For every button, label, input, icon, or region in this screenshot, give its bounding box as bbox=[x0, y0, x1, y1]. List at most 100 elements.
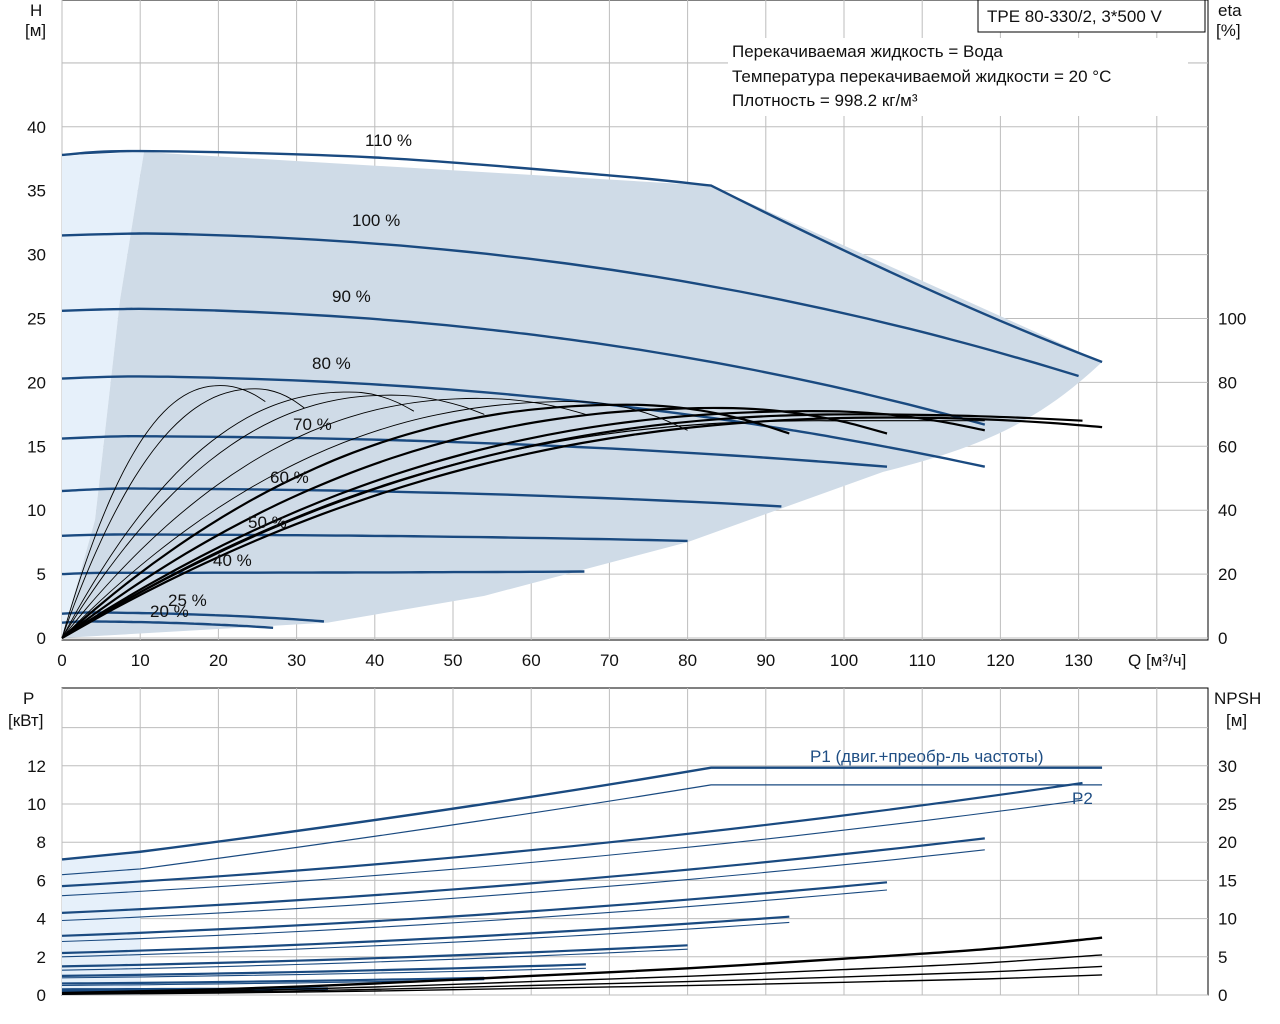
power-area bbox=[62, 851, 141, 995]
q-tick-label: 110 bbox=[909, 651, 936, 670]
p1-curve bbox=[61, 915, 790, 955]
efficiency-curve bbox=[61, 413, 1083, 639]
lower-panel: 0 2 4 6 8 10 12 0 5 10 15 20 25 30 P [кВт] NPSH [м] P… bbox=[8, 687, 1261, 1005]
efficiency-curve bbox=[61, 394, 485, 639]
lower-grid bbox=[61, 688, 1208, 996]
efficiency-curve bbox=[61, 401, 688, 639]
speed-curve-90 bbox=[61, 307, 986, 426]
speed-curve-leadin bbox=[61, 307, 133, 312]
info-line-temperature: Температура перекачиваемой жидкости = 20… bbox=[732, 67, 1111, 86]
npsh-tick-label: 15 bbox=[1218, 871, 1237, 890]
speed-curve-leadin bbox=[61, 375, 125, 380]
p2-curve bbox=[61, 849, 985, 922]
eta-tick-label: 60 bbox=[1218, 437, 1237, 456]
p1-curve bbox=[61, 837, 985, 914]
efficiency-curve bbox=[61, 406, 888, 639]
speed-curve-110 bbox=[61, 149, 1103, 364]
speed-curve-20 bbox=[61, 620, 274, 629]
low-flow-power-region bbox=[62, 851, 141, 995]
speed-label: 20 % bbox=[150, 602, 189, 621]
p-axis-label: P bbox=[23, 689, 34, 708]
p-tick-label: 2 bbox=[37, 948, 46, 967]
h-tick-label: 40 bbox=[27, 118, 46, 137]
npsh-curve bbox=[61, 954, 1103, 995]
efficiency-curve bbox=[61, 388, 305, 639]
q-axis-label: Q [м³/ч] bbox=[1128, 651, 1186, 670]
q-tick-label: 120 bbox=[986, 651, 1014, 670]
efficiency-curve bbox=[61, 410, 986, 639]
h-tick-label: 0 bbox=[37, 629, 46, 648]
speed-label: 110 % bbox=[365, 131, 412, 150]
npsh-curve bbox=[61, 974, 1103, 995]
p-tick-label: 10 bbox=[27, 795, 46, 814]
q-tick-label: 90 bbox=[756, 651, 775, 670]
speed-curve-leadin bbox=[61, 232, 141, 236]
upper-panel: 0 10 20 30 40 50 60 70 80 90 100 110 120 130 0 5 10 15 20 2… bbox=[25, 0, 1246, 670]
eta-axis-unit: [%] bbox=[1216, 21, 1241, 40]
q-tick-label: 80 bbox=[678, 651, 697, 670]
h-tick-label: 20 bbox=[27, 373, 46, 392]
q-tick-label: 40 bbox=[365, 651, 384, 670]
speed-curve-leadin bbox=[61, 572, 94, 575]
q-tick-label: 50 bbox=[444, 651, 463, 670]
p2-curve bbox=[61, 948, 688, 971]
p-tick-label: 4 bbox=[37, 910, 46, 929]
efficiency-curve bbox=[61, 416, 1103, 639]
p-tick-label: 12 bbox=[27, 757, 46, 776]
speed-curve-100 bbox=[61, 232, 1079, 378]
npsh-tick-label: 0 bbox=[1218, 986, 1227, 1005]
npsh-tick-label: 20 bbox=[1218, 833, 1237, 852]
npsh-curve bbox=[61, 965, 1103, 995]
efficiency-curve bbox=[61, 391, 415, 639]
h-axis-label: H bbox=[30, 1, 42, 20]
speed-curve-80 bbox=[61, 375, 986, 468]
model-label: TPE 80-330/2, 3*500 V bbox=[987, 7, 1163, 26]
p2-curve bbox=[61, 889, 888, 943]
npsh-tick-label: 5 bbox=[1218, 948, 1227, 967]
h-tick-label: 15 bbox=[27, 437, 46, 456]
efficiency-curve bbox=[61, 420, 985, 639]
speed-curve-60 bbox=[61, 487, 782, 508]
p1-curve bbox=[61, 963, 586, 977]
npsh-tick-label: 30 bbox=[1218, 757, 1237, 776]
speed-label: 70 % bbox=[293, 415, 332, 434]
efficiency-curve bbox=[61, 403, 790, 639]
power-curves bbox=[61, 766, 1103, 995]
q-tick-label: 100 bbox=[830, 651, 858, 670]
speed-label: 90 % bbox=[332, 287, 371, 306]
p-axis-unit: [кВт] bbox=[8, 711, 43, 730]
lower-plot-frame bbox=[61, 687, 1209, 996]
speed-curve-40 bbox=[61, 570, 585, 576]
p1-curve bbox=[61, 976, 485, 985]
q-tick-label: 130 bbox=[1064, 651, 1092, 670]
p2-curve bbox=[61, 799, 1083, 897]
speed-curve-leadin bbox=[61, 150, 141, 156]
speed-curve-50 bbox=[61, 533, 688, 543]
eta-tick-label: 80 bbox=[1218, 373, 1237, 392]
npsh-tick-label: 25 bbox=[1218, 795, 1237, 814]
info-line-liquid: Перекачиваемая жидкость = Вода bbox=[732, 42, 1003, 61]
q-tick-label: 10 bbox=[131, 651, 150, 670]
model-label-box bbox=[977, 0, 1206, 33]
speed-label: 40 % bbox=[213, 551, 252, 570]
speed-label: 25 % bbox=[168, 591, 207, 610]
speed-label: 50 % bbox=[248, 513, 287, 532]
p1-curve bbox=[61, 944, 688, 968]
q-tick-label: 60 bbox=[522, 651, 541, 670]
p2-series-label: P2 bbox=[1072, 789, 1093, 808]
efficiency-curve bbox=[61, 385, 266, 639]
p2-curve bbox=[61, 784, 1103, 876]
speed-curve-leadin bbox=[61, 611, 86, 615]
h-tick-label: 30 bbox=[27, 246, 46, 265]
p1-curve bbox=[61, 766, 1103, 861]
speed-curve-leadin bbox=[61, 487, 109, 492]
npsh-tick-label: 10 bbox=[1218, 910, 1237, 929]
h-tick-label: 35 bbox=[27, 182, 46, 201]
h-axis-unit: [м] bbox=[25, 21, 46, 40]
h-tick-label: 5 bbox=[37, 565, 46, 584]
operating-region bbox=[62, 152, 1103, 638]
q-tick-label: 30 bbox=[287, 651, 306, 670]
h-tick-label: 10 bbox=[27, 501, 46, 520]
eta-tick-label: 100 bbox=[1218, 310, 1246, 329]
